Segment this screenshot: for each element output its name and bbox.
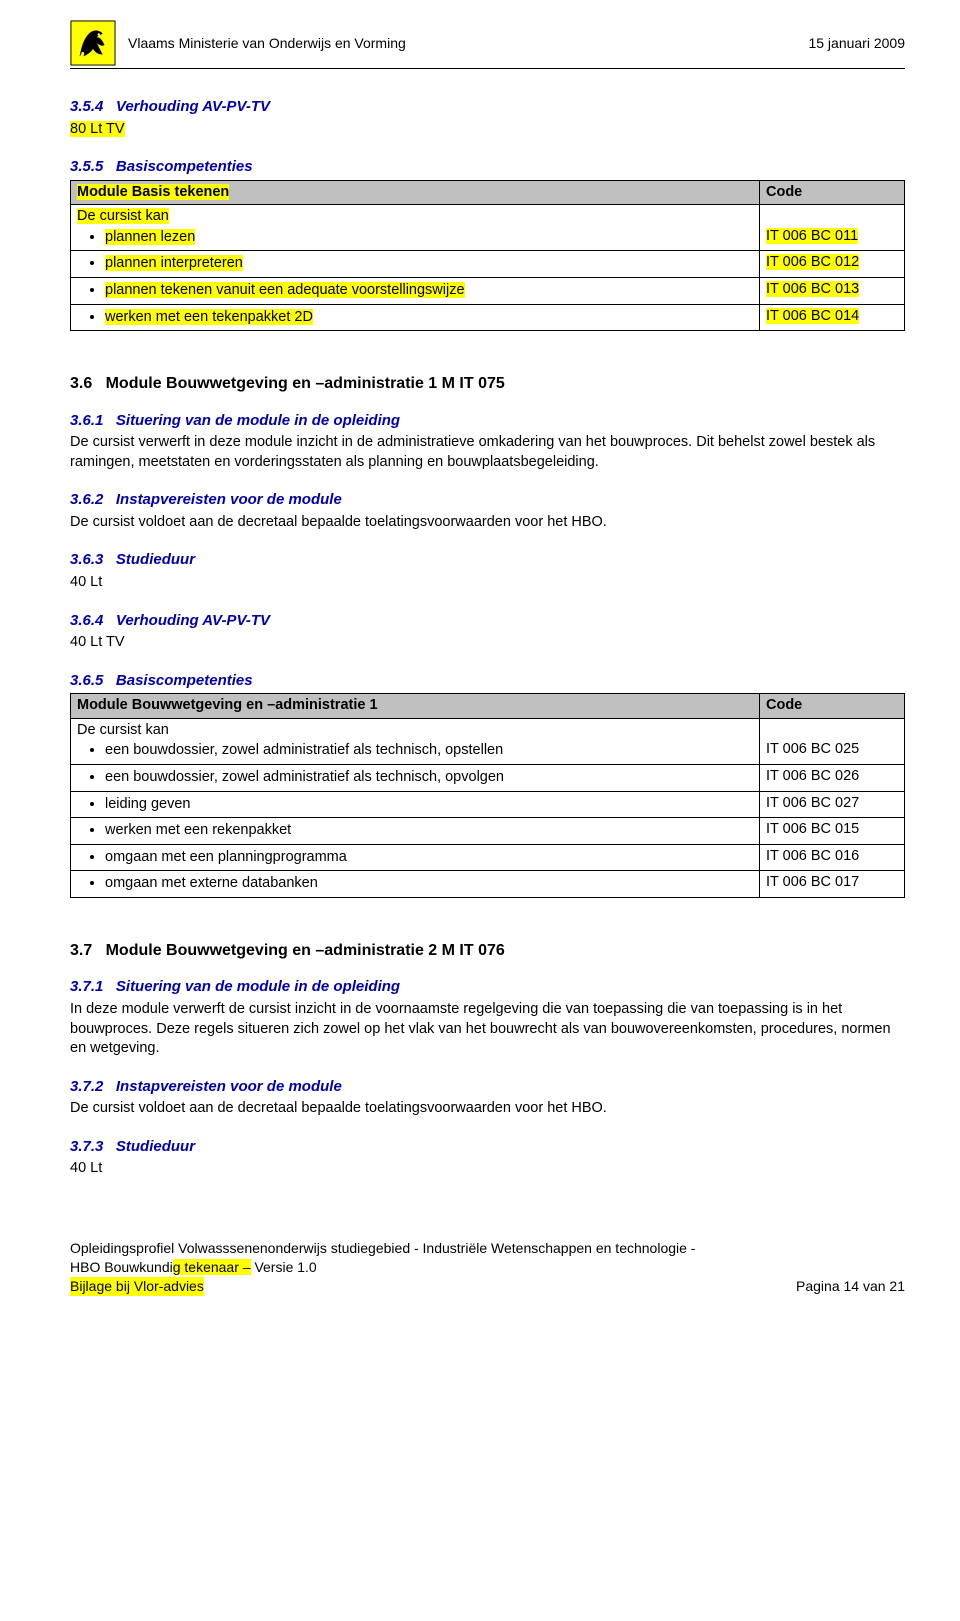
sec-num: 3.6.5 (70, 672, 103, 689)
code-cell: IT 006 BC 016 (760, 844, 905, 871)
code-cell: IT 006 BC 014 (766, 308, 859, 324)
section-3-6-2: 3.6.2 Instapvereisten voor de module De … (70, 490, 905, 532)
sec-num: 3.7.2 (70, 1078, 103, 1095)
list-item: leiding geven (105, 794, 753, 816)
cursist-label: De cursist kan (77, 721, 753, 741)
ministry-name: Vlaams Ministerie van Onderwijs en Vormi… (128, 34, 406, 53)
code-cell: IT 006 BC 026 (760, 764, 905, 791)
sec-title: Situering van de module in de opleiding (116, 978, 400, 995)
list-item: een bouwdossier, zowel administratief al… (105, 740, 753, 762)
code-cell: IT 006 BC 017 (760, 871, 905, 898)
footer-page: Pagina 14 van 21 (796, 1277, 905, 1296)
sec-title: Basiscompetenties (116, 672, 253, 689)
page-header: Vlaams Ministerie van Onderwijs en Vormi… (70, 20, 905, 69)
table-row: De cursist kan een bouwdossier, zowel ad… (71, 718, 905, 764)
code-cell: IT 006 BC 015 (760, 818, 905, 845)
footer-line-1b: HBO Bouwkundig tekenaar – Versie 1.0 (70, 1258, 905, 1277)
sec-body: De cursist voldoet aan de decretaal bepa… (70, 513, 905, 533)
sec-title: Situering van de module in de opleiding (116, 412, 400, 429)
table-row: plannen tekenen vanuit een adequate voor… (71, 277, 905, 304)
table-header-code: Code (760, 694, 905, 719)
sec-body: In deze module verwerft de cursist inzic… (70, 1000, 905, 1059)
sec-body: 40 Lt (70, 573, 905, 593)
sec-num: 3.7 (70, 942, 92, 959)
sec-num: 3.7.1 (70, 978, 103, 995)
table-row: omgaan met externe databanken IT 006 BC … (71, 871, 905, 898)
table-header-module: Module Basis tekenen (71, 180, 760, 205)
sec-title: Verhouding AV-PV-TV (116, 98, 270, 115)
list-item: werken met een rekenpakket (105, 820, 753, 842)
footer-line-2: Bijlage bij Vlor-advies Pagina 14 van 21 (70, 1277, 905, 1296)
list-item: plannen interpreteren (105, 253, 753, 275)
footer-bijlage: Bijlage bij Vlor-advies (70, 1277, 204, 1296)
sec-title: Verhouding AV-PV-TV (116, 612, 270, 629)
footer-line-1a: Opleidingsprofiel Volwasssenenonderwijs … (70, 1239, 905, 1258)
sec-num: 3.6.1 (70, 412, 103, 429)
table-row: werken met een rekenpakket IT 006 BC 015 (71, 818, 905, 845)
section-3-7-3: 3.7.3 Studieduur 40 Lt (70, 1137, 905, 1179)
table-bouwwetgeving-1: Module Bouwwetgeving en –administratie 1… (70, 693, 905, 898)
sec-num: 3.6.4 (70, 612, 103, 629)
section-3-7: 3.7 Module Bouwwetgeving en –administrat… (70, 940, 905, 962)
table-row: De cursist kan plannen lezen IT 006 BC 0… (71, 205, 905, 251)
sec-title: Basiscompetenties (116, 158, 253, 175)
table-row: omgaan met een planningprogramma IT 006 … (71, 844, 905, 871)
list-item: een bouwdossier, zowel administratief al… (105, 767, 753, 789)
section-3-6-5: 3.6.5 Basiscompetenties Module Bouwwetge… (70, 671, 905, 898)
sec-title: Module Bouwwetgeving en –administratie 1… (106, 375, 505, 392)
sec-title: Instapvereisten voor de module (116, 491, 342, 508)
list-item: omgaan met een planningprogramma (105, 847, 753, 869)
sec-num: 3.7.3 (70, 1138, 103, 1155)
cursist-label: De cursist kan (77, 208, 169, 224)
table-header-module: Module Bouwwetgeving en –administratie 1 (71, 694, 760, 719)
sec-body: De cursist voldoet aan de decretaal bepa… (70, 1099, 905, 1119)
code-cell: IT 006 BC 013 (766, 281, 859, 297)
page-footer: Opleidingsprofiel Volwasssenenonderwijs … (70, 1239, 905, 1296)
list-item: omgaan met externe databanken (105, 873, 753, 895)
sec-num: 3.6.3 (70, 551, 103, 568)
code-cell: IT 006 BC 011 (766, 228, 858, 244)
section-3-6: 3.6 Module Bouwwetgeving en –administrat… (70, 373, 905, 395)
sec-body: 80 Lt TV (70, 121, 125, 137)
section-3-7-1: 3.7.1 Situering van de module in de ople… (70, 977, 905, 1058)
sec-num: 3.5.4 (70, 98, 103, 115)
section-3-5-4: 3.5.4 Verhouding AV-PV-TV 80 Lt TV (70, 97, 905, 139)
table-row: leiding geven IT 006 BC 027 (71, 791, 905, 818)
code-cell: IT 006 BC 027 (760, 791, 905, 818)
list-item: werken met een tekenpakket 2D (105, 307, 753, 329)
sec-title: Studieduur (116, 1138, 195, 1155)
section-3-7-2: 3.7.2 Instapvereisten voor de module De … (70, 1077, 905, 1119)
sec-num: 3.5.5 (70, 158, 103, 175)
section-3-5-5: 3.5.5 Basiscompetenties Module Basis tek… (70, 157, 905, 331)
section-3-6-1: 3.6.1 Situering van de module in de ople… (70, 411, 905, 473)
sec-num: 3.6 (70, 375, 92, 392)
table-row: plannen interpreteren IT 006 BC 012 (71, 251, 905, 278)
sec-body: De cursist verwerft in deze module inzic… (70, 433, 905, 472)
sec-body: 40 Lt (70, 1159, 905, 1179)
table-header-code: Code (760, 180, 905, 205)
table-row: een bouwdossier, zowel administratief al… (71, 764, 905, 791)
section-3-6-4: 3.6.4 Verhouding AV-PV-TV 40 Lt TV (70, 611, 905, 653)
sec-body: 40 Lt TV (70, 633, 905, 653)
table-row: werken met een tekenpakket 2D IT 006 BC … (71, 304, 905, 331)
table-basis-tekenen: Module Basis tekenen Code De cursist kan… (70, 180, 905, 331)
sec-title: Module Bouwwetgeving en –administratie 2… (106, 942, 505, 959)
section-3-6-3: 3.6.3 Studieduur 40 Lt (70, 550, 905, 592)
header-date: 15 januari 2009 (808, 34, 905, 53)
sec-num: 3.6.2 (70, 491, 103, 508)
sec-title: Studieduur (116, 551, 195, 568)
code-cell: IT 006 BC 012 (766, 254, 859, 270)
code-cell: IT 006 BC 025 (766, 741, 859, 757)
sec-title: Instapvereisten voor de module (116, 1078, 342, 1095)
list-item: plannen lezen (105, 227, 753, 249)
flanders-lion-logo (70, 20, 116, 66)
list-item: plannen tekenen vanuit een adequate voor… (105, 280, 753, 302)
